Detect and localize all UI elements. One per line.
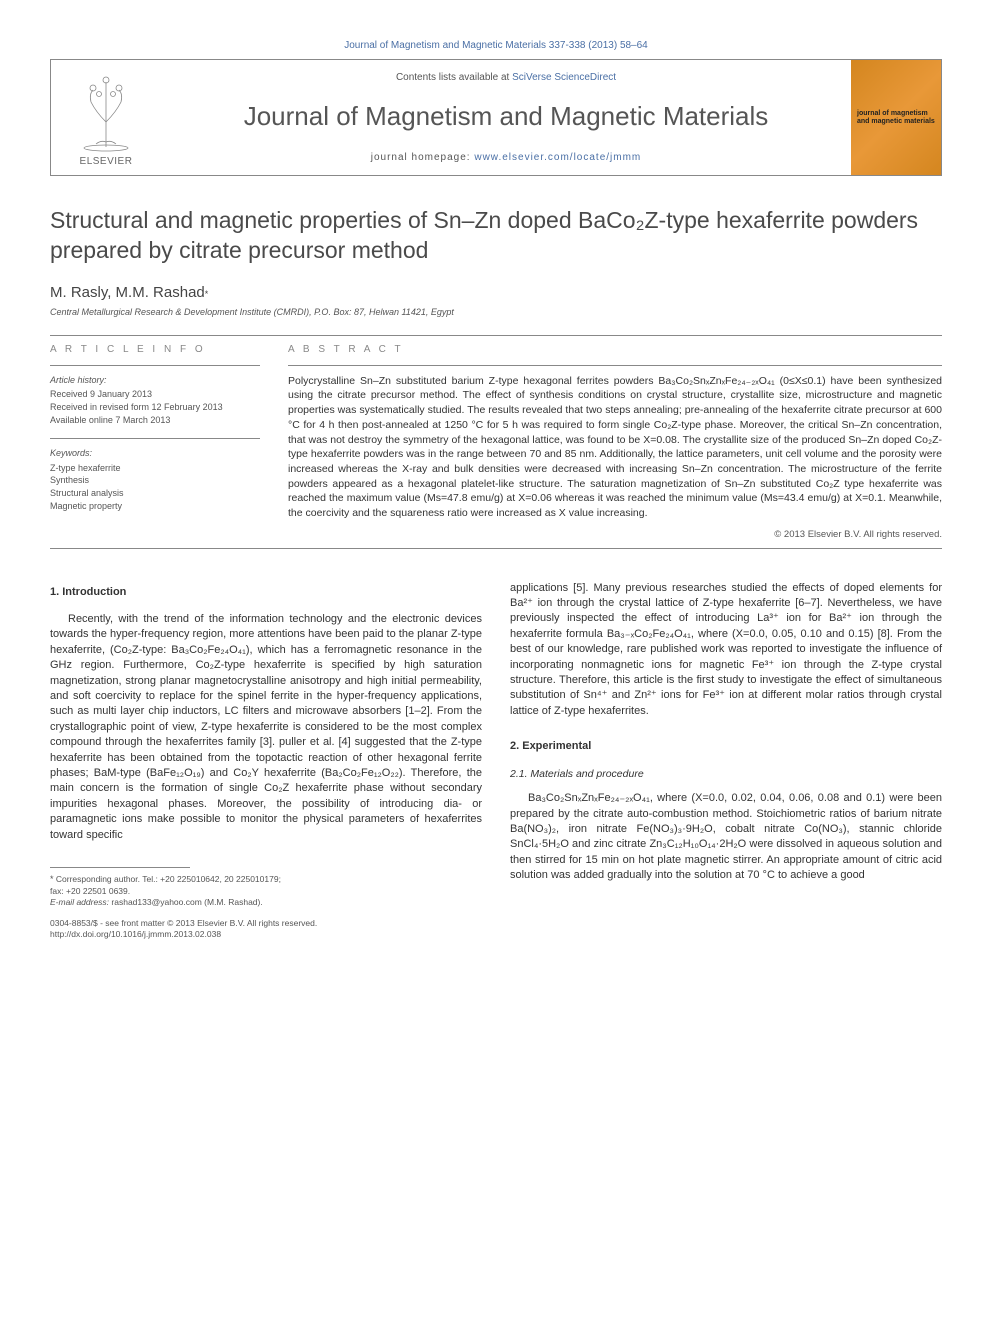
abstract-column: A B S T R A C T Polycrystalline Sn–Zn su… [288,344,942,540]
abstract-label: A B S T R A C T [288,344,942,355]
issn-line: 0304-8853/$ - see front matter © 2013 El… [50,918,482,929]
divider-info2 [50,438,260,439]
intro-continued-paragraph: applications [5]. Many previous research… [510,581,942,720]
keyword-item: Magnetic property [50,500,260,513]
info-abstract-row: A R T I C L E I N F O Article history: R… [50,344,942,540]
journal-volume-link[interactable]: Journal of Magnetism and Magnetic Materi… [50,40,942,51]
revised-date: Received in revised form 12 February 201… [50,401,260,414]
journal-header-box: ELSEVIER Contents lists available at Sci… [50,59,942,176]
article-info-label: A R T I C L E I N F O [50,344,260,355]
homepage-prefix: journal homepage: [371,152,475,163]
cover-text: journal of magnetism and magnetic materi… [857,110,935,125]
abstract-text: Polycrystalline Sn–Zn substituted barium… [288,374,942,521]
body-columns: 1. Introduction Recently, with the trend… [50,581,942,940]
body-column-left: 1. Introduction Recently, with the trend… [50,581,482,940]
section-2-heading: 2. Experimental [510,739,942,754]
footnote-symbol: * [50,874,54,884]
journal-cover-thumbnail: journal of magnetism and magnetic materi… [851,60,941,175]
keyword-item: Z-type hexaferrite [50,462,260,475]
experimental-paragraph: Ba₃Co₂SnₓZnₓFe₂₄₋₂ₓO₄₁, where (X=0.0, 0.… [510,791,942,883]
publisher-name: ELSEVIER [80,156,133,167]
subsection-2-1-heading: 2.1. Materials and procedure [510,767,942,782]
publisher-logo-area: ELSEVIER [51,60,161,175]
corresponding-author-footnote: * Corresponding author. Tel.: +20 225010… [50,874,482,908]
received-date: Received 9 January 2013 [50,388,260,401]
journal-name: Journal of Magnetism and Magnetic Materi… [244,101,769,132]
fax-text: fax: +20 22501 0639. [50,886,130,896]
header-center: Contents lists available at SciVerse Sci… [161,60,851,175]
keywords-list: Z-type hexaferrite Synthesis Structural … [50,462,260,512]
footnote-divider [50,867,190,868]
history-head: Article history: [50,374,260,387]
author-names: M. Rasly, M.M. Rashad [50,284,205,301]
keyword-item: Synthesis [50,474,260,487]
sciverse-link[interactable]: SciVerse ScienceDirect [512,72,616,83]
homepage-link[interactable]: www.elsevier.com/locate/jmmm [474,152,641,163]
intro-paragraph: Recently, with the trend of the informat… [50,612,482,843]
abstract-copyright: © 2013 Elsevier B.V. All rights reserved… [288,529,942,540]
contents-prefix: Contents lists available at [396,72,512,83]
keywords-block: Keywords: Z-type hexaferrite Synthesis S… [50,447,260,512]
divider-bottom [50,548,942,549]
article-history: Article history: Received 9 January 2013… [50,374,260,426]
divider-abs [288,365,942,366]
body-column-right: applications [5]. Many previous research… [510,581,942,940]
corr-author-text: Corresponding author. Tel.: +20 22501064… [56,874,281,884]
divider-top [50,335,942,336]
doi-line[interactable]: http://dx.doi.org/10.1016/j.jmmm.2013.02… [50,929,482,940]
keywords-head: Keywords: [50,447,260,460]
email-label: E-mail address: [50,897,109,907]
footer-block: 0304-8853/$ - see front matter © 2013 El… [50,918,482,940]
paper-title: Structural and magnetic properties of Sn… [50,206,942,266]
journal-homepage-line: journal homepage: www.elsevier.com/locat… [371,152,642,163]
article-info-block: A R T I C L E I N F O Article history: R… [50,344,260,540]
elsevier-tree-icon [71,72,141,152]
email-value[interactable]: rashad133@yahoo.com (M.M. Rashad). [109,897,263,907]
corresponding-symbol: * [205,289,209,299]
divider-info1 [50,365,260,366]
online-date: Available online 7 March 2013 [50,414,260,427]
keyword-item: Structural analysis [50,487,260,500]
authors-line: M. Rasly, M.M. Rashad* [50,284,942,301]
section-1-heading: 1. Introduction [50,585,482,600]
contents-list-line: Contents lists available at SciVerse Sci… [396,72,616,83]
affiliation: Central Metallurgical Research & Develop… [50,307,942,317]
